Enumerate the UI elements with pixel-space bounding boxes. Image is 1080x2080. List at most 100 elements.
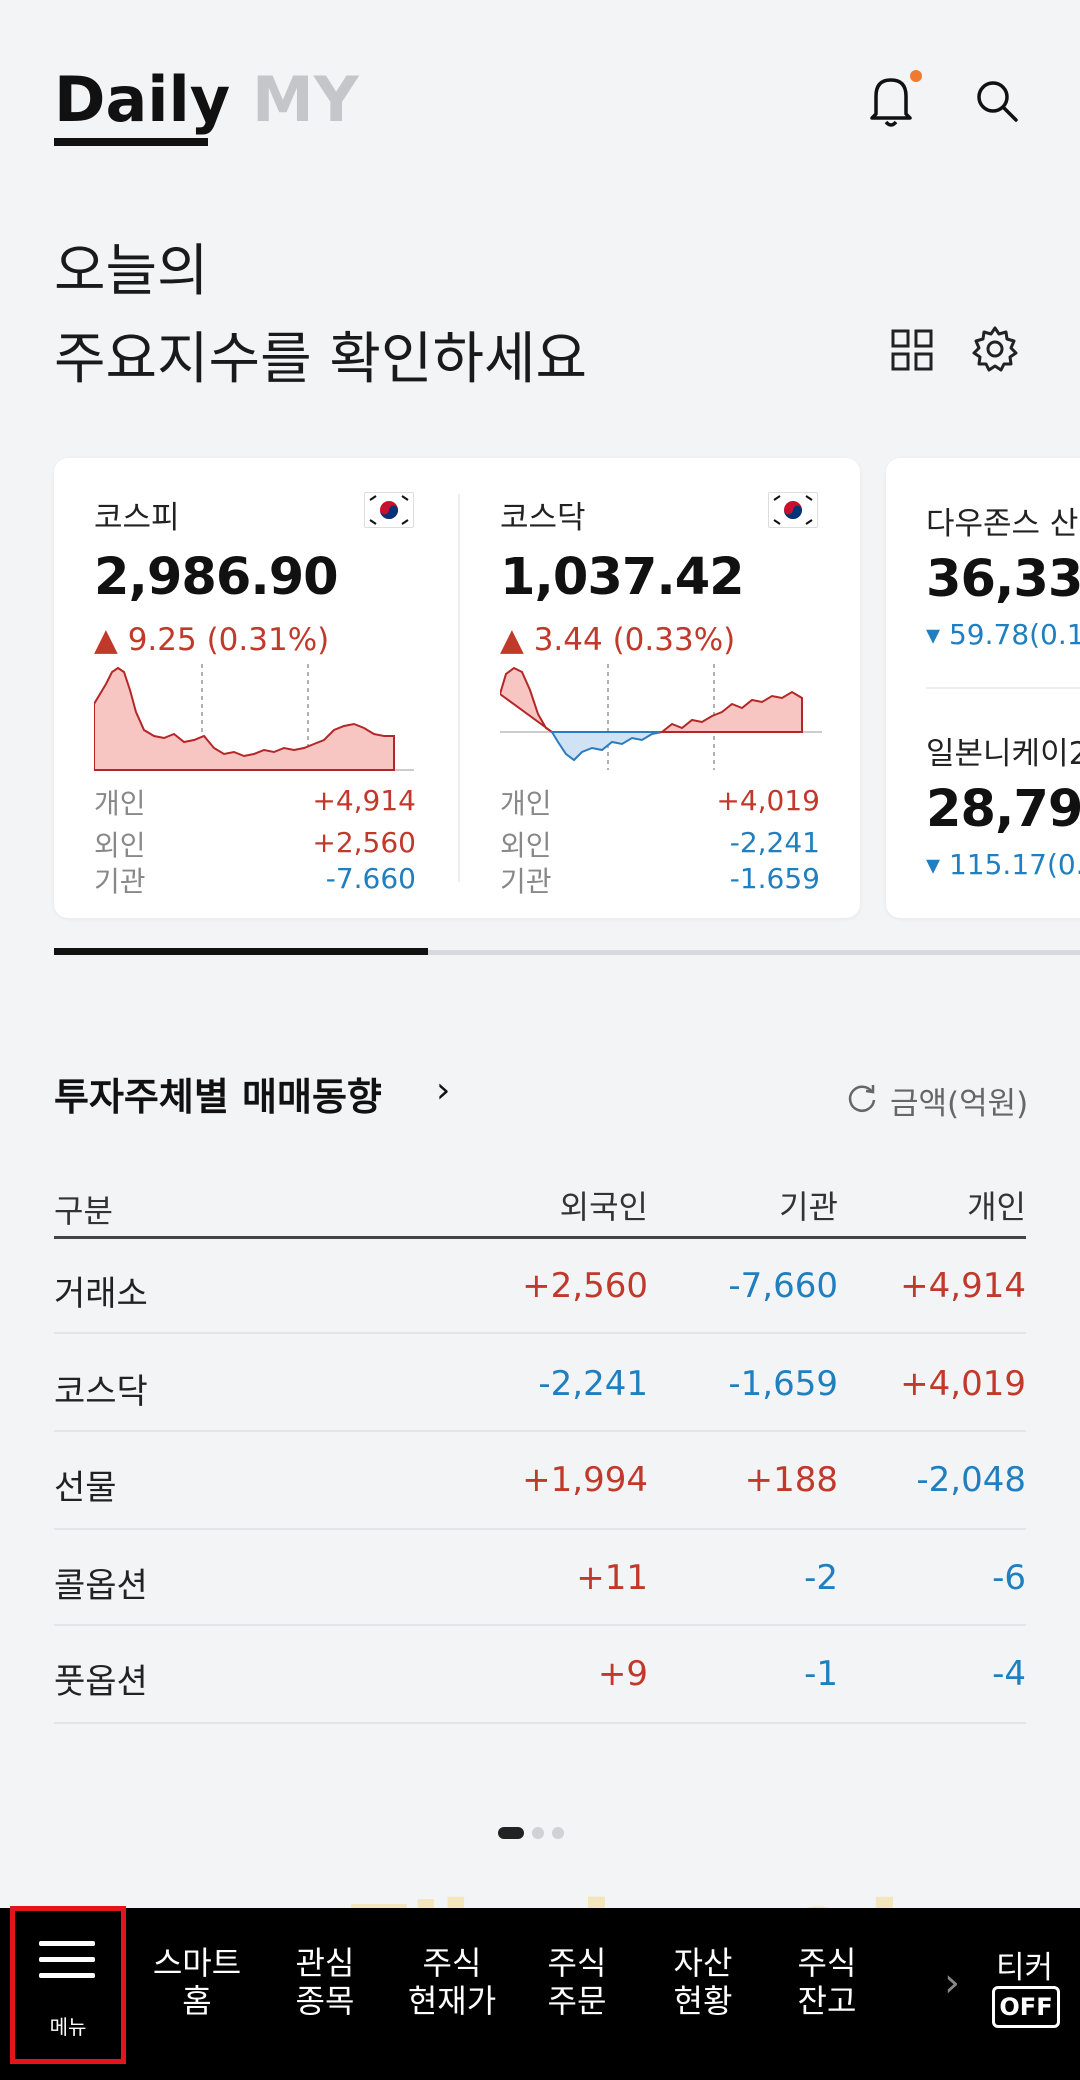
- ticker-label: 티커: [996, 1950, 1054, 1986]
- nav-stock-order[interactable]: 주식 주문: [522, 1944, 632, 2020]
- investor-label: 기관: [94, 865, 146, 898]
- notification-dot: [910, 70, 922, 82]
- investor-label: 기관: [500, 865, 552, 898]
- row-divider: [54, 1332, 1026, 1334]
- global-index-clip: 다우존스 산 36,338 ▾ 59.78(0.1 일본니케이2 28,791 …: [926, 458, 1080, 918]
- card-divider: [458, 494, 460, 882]
- index-value-kospi: 2,986.90: [94, 548, 339, 607]
- ticker-toggle[interactable]: OFF: [992, 1986, 1060, 2028]
- unit-toggle[interactable]: 금액(억원): [890, 1086, 1029, 1122]
- section-title[interactable]: 투자주체별 매매동향: [54, 1075, 382, 1119]
- global-divider: [926, 687, 1080, 689]
- investor-label: 외인: [94, 829, 146, 862]
- korea-flag-icon: [768, 492, 818, 528]
- nav-label: 종목: [295, 1982, 355, 2020]
- nav-label: 홈: [182, 1982, 212, 2020]
- index-change-nikkei: ▾ 115.17(0.: [926, 848, 1080, 881]
- nav-smart-home[interactable]: 스마트 홈: [142, 1944, 252, 2020]
- row-divider: [54, 1528, 1026, 1530]
- cell-institution: -1,659: [728, 1364, 838, 1404]
- index-change-dow: ▾ 59.78(0.1: [926, 618, 1080, 651]
- index-change-kospi-text: 9.25 (0.31%): [127, 622, 330, 658]
- tab-my[interactable]: MY: [252, 63, 359, 136]
- tab-daily[interactable]: Daily: [54, 63, 231, 136]
- row-label: 선물: [54, 1468, 117, 1508]
- menu-button[interactable]: 메뉴: [10, 1906, 126, 2064]
- investor-value: +4,019: [716, 784, 820, 817]
- column-header: 기관: [779, 1188, 838, 1226]
- page-dot-active: [498, 1826, 524, 1839]
- chevron-right-icon[interactable]: ›: [944, 1960, 960, 2006]
- investor-value: +4,914: [312, 784, 416, 817]
- nav-label: 스마트: [152, 1944, 242, 1982]
- cell-foreign: +2,560: [522, 1266, 648, 1306]
- row-label: 콜옵션: [54, 1566, 148, 1606]
- nav-label: 주식: [422, 1944, 482, 1982]
- tab-active-indicator: [54, 138, 208, 146]
- investor-value: +2,560: [312, 826, 416, 859]
- row-label: 풋옵션: [54, 1662, 148, 1702]
- cell-institution: -7,660: [728, 1266, 838, 1306]
- index-value-kosdaq: 1,037.42: [500, 548, 745, 607]
- nav-label: 관심: [295, 1944, 355, 1982]
- cell-foreign: +11: [576, 1558, 648, 1598]
- table-header-line: [54, 1236, 1026, 1239]
- search-icon[interactable]: [972, 76, 1022, 126]
- nav-label: 자산: [673, 1944, 733, 1982]
- nav-stock-price[interactable]: 주식 현재가: [395, 1944, 509, 2020]
- cell-individual: +4,914: [900, 1266, 1026, 1306]
- refresh-icon[interactable]: [846, 1082, 878, 1114]
- bell-icon[interactable]: [866, 70, 916, 130]
- column-header: 구분: [54, 1192, 113, 1230]
- index-change-dow-text: 59.78(0.1: [948, 618, 1080, 651]
- cell-foreign: -2,241: [538, 1364, 648, 1404]
- cell-individual: -6: [992, 1558, 1026, 1598]
- page-dot: [552, 1826, 564, 1839]
- menu-label: 메뉴: [49, 2015, 87, 2039]
- cell-foreign: +1,994: [522, 1460, 648, 1500]
- index-change-kosdaq: ▲ 3.44 (0.33%): [500, 622, 736, 658]
- cell-individual: -2,048: [916, 1460, 1026, 1500]
- index-value-dow: 36,338: [926, 550, 1080, 609]
- cell-individual: +4,019: [900, 1364, 1026, 1404]
- investor-value: -7.660: [325, 862, 416, 895]
- column-header: 외국인: [559, 1188, 648, 1226]
- investor-value: -2,241: [729, 826, 820, 859]
- nav-label: 잔고: [797, 1982, 857, 2020]
- investor-label: 개인: [94, 787, 146, 820]
- investor-label: 외인: [500, 829, 552, 862]
- column-header: 개인: [967, 1188, 1026, 1226]
- cell-institution: -2: [804, 1558, 838, 1598]
- investor-label: 개인: [500, 787, 552, 820]
- grid-view-icon[interactable]: [890, 328, 934, 372]
- row-label: 코스닥: [54, 1372, 148, 1412]
- page-indicator: [498, 1822, 572, 1841]
- index-value-nikkei: 28,791: [926, 780, 1080, 839]
- row-divider: [54, 1722, 1026, 1724]
- korea-flag-icon: [364, 492, 414, 528]
- kospi-sparkline: [94, 664, 414, 771]
- cell-institution: +188: [744, 1460, 838, 1500]
- cell-foreign: +9: [597, 1654, 648, 1694]
- cell-individual: -4: [992, 1654, 1026, 1694]
- index-name-dow: 다우존스 산: [926, 506, 1079, 542]
- kosdaq-sparkline: [500, 664, 822, 770]
- nav-stock-balance[interactable]: 주식 잔고: [772, 1944, 882, 2020]
- index-change-kosdaq-text: 3.44 (0.33%): [533, 622, 736, 658]
- carousel-scroll-thumb: [54, 948, 428, 955]
- index-name-kospi: 코스피: [94, 500, 180, 536]
- index-card-korea[interactable]: [54, 458, 860, 918]
- row-label: 거래소: [54, 1274, 148, 1314]
- nav-assets[interactable]: 자산 현황: [648, 1944, 758, 2020]
- carousel-scroll-track: [54, 950, 1080, 955]
- page-dot: [532, 1826, 544, 1839]
- hamburger-icon: [39, 1941, 95, 1989]
- nav-watchlist[interactable]: 관심 종목: [270, 1944, 380, 2020]
- row-divider: [54, 1624, 1026, 1626]
- greeting-title: 오늘의 주요지수를 확인하세요: [54, 228, 587, 404]
- chevron-right-icon[interactable]: ›: [436, 1070, 451, 1111]
- greeting-line1: 오늘의: [54, 239, 209, 304]
- gear-icon[interactable]: [970, 324, 1020, 374]
- index-name-nikkei: 일본니케이2: [926, 736, 1080, 772]
- greeting-line2: 주요지수를 확인하세요: [54, 327, 588, 392]
